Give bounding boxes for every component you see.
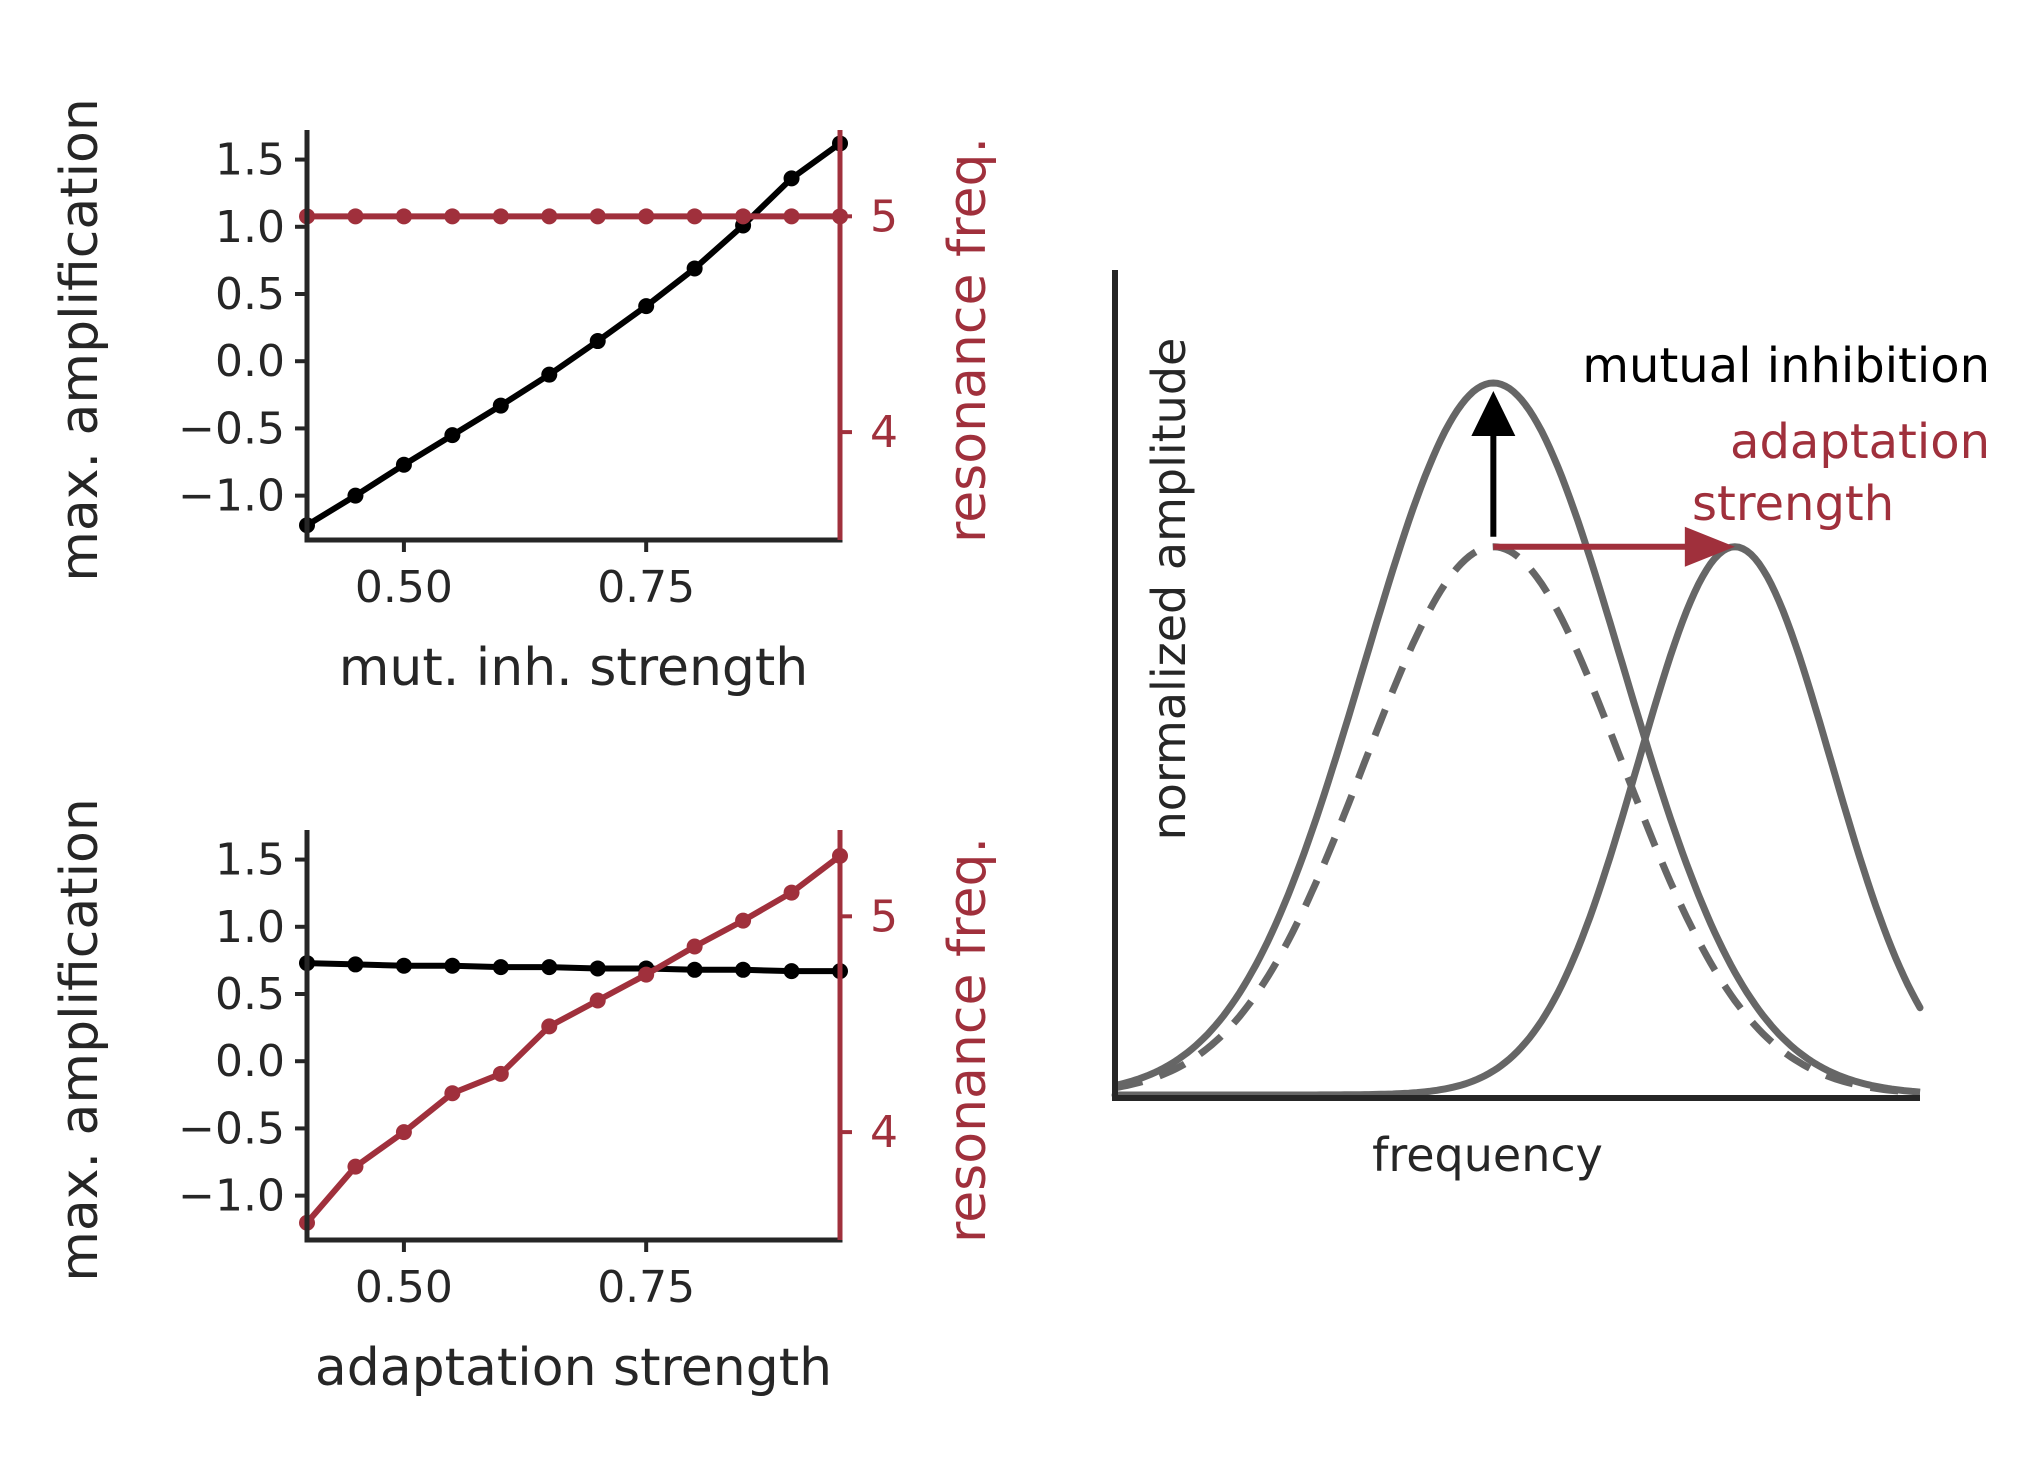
resonance-point xyxy=(735,208,752,225)
y-tick-label: 0.5 xyxy=(215,269,285,320)
resonance-point xyxy=(541,1018,558,1035)
y-tick-label: 0.5 xyxy=(215,969,285,1020)
resonance-point xyxy=(686,938,703,955)
amplification-point xyxy=(589,960,606,977)
x-ticks: 0.50 0.75 xyxy=(355,540,695,613)
y-tick-label: −1.0 xyxy=(178,471,285,522)
resonance-point xyxy=(444,1085,461,1102)
resonance-point xyxy=(735,912,752,929)
amplification-point xyxy=(347,487,364,504)
shifted-curve xyxy=(1111,543,1924,1099)
resonance-point xyxy=(638,966,655,983)
right-y-ticks: 54 xyxy=(840,191,898,458)
resonance-point xyxy=(395,208,412,225)
x-tick-label: 0.50 xyxy=(355,1262,453,1313)
resonance-point xyxy=(783,208,800,225)
amplification-point xyxy=(541,959,558,976)
resonance-point xyxy=(686,208,703,225)
resonance-point xyxy=(492,208,509,225)
right-y-axis-label: resonance freq. xyxy=(938,837,998,1243)
amplification-series-line xyxy=(305,141,842,528)
resonance-point xyxy=(638,208,655,225)
adaptation-annotation-line2: strength xyxy=(1692,476,1894,532)
left-y-ticks: 1.5 1.0 0.5 0.0 −0.5 −1.0 xyxy=(178,835,307,1222)
adaptation-arrow-head xyxy=(1684,526,1735,567)
amplification-point xyxy=(492,959,509,976)
x-tick-label: 0.50 xyxy=(355,562,453,613)
x-axis-label: frequency xyxy=(1372,1128,1603,1182)
amplification-point xyxy=(541,366,558,383)
y-tick-label: −1.0 xyxy=(178,1171,285,1222)
amplification-point xyxy=(686,260,703,277)
y-tick-label: −0.5 xyxy=(178,1103,285,1154)
resonance-point xyxy=(589,208,606,225)
panel-mutual-inhibition: 1.51.00.50.0−0.5−1.0 54 0.50 0.75 mut. in… xyxy=(50,98,998,698)
right-y-axis-label: resonance freq. xyxy=(938,137,998,543)
right-y-tick-label: 4 xyxy=(870,1107,898,1158)
mutual-inhibition-arrow-head xyxy=(1471,391,1516,436)
x-axis-label: mut. inh. strength xyxy=(339,638,809,698)
amplification-point xyxy=(492,397,509,414)
y-tick-label: 1.5 xyxy=(215,835,285,886)
y-tick-label: −0.5 xyxy=(178,403,285,454)
resonance-point xyxy=(444,208,461,225)
adaptation-annotation-line1: adaptation xyxy=(1730,414,1990,470)
amplification-point xyxy=(783,963,800,980)
x-tick-label: 0.75 xyxy=(597,562,695,613)
resonance-point xyxy=(395,1124,412,1141)
resonance-point xyxy=(589,992,606,1009)
amplification-point xyxy=(638,298,655,315)
y-tick-label: 1.0 xyxy=(215,202,285,253)
amplification-point xyxy=(783,170,800,187)
resonance-point xyxy=(783,884,800,901)
left-y-ticks: 1.5 1.0 0.5 0.0 −0.5 −1.0 xyxy=(178,135,307,522)
amplification-point xyxy=(395,456,412,473)
resonance-point xyxy=(492,1065,509,1082)
right-y-tick-label: 5 xyxy=(870,891,898,942)
amplification-point xyxy=(347,956,364,973)
resonance-point xyxy=(347,1158,364,1175)
left-series-marks xyxy=(299,955,848,980)
left-series-marks xyxy=(299,135,848,534)
resonance-series-line xyxy=(304,853,842,1225)
baseline-dashed-curve xyxy=(1114,543,1921,1097)
amplification-series-line xyxy=(306,960,840,975)
y-tick-label: 0.0 xyxy=(215,1036,285,1087)
amplification-point xyxy=(444,957,461,974)
y-tick-label: 1.5 xyxy=(215,135,285,186)
right-y-tick-label: 4 xyxy=(870,407,898,458)
y-axis-label: max. amplification xyxy=(50,98,110,582)
right-series-marks xyxy=(299,208,848,225)
panel-adaptation: 1.51.00.50.0−0.5−1.0 54 0.50 0.75 adaptat… xyxy=(50,798,998,1398)
y-axis-label: normalized amplitude xyxy=(1142,338,1196,841)
y-tick-label: 0.0 xyxy=(215,336,285,387)
right-y-tick-label: 5 xyxy=(870,191,898,242)
amplification-point xyxy=(444,427,461,444)
panel-schematic: frequency normalized amplitude mutual in… xyxy=(1111,270,1990,1182)
amplification-point xyxy=(686,961,703,978)
x-tick-label: 0.75 xyxy=(597,1262,695,1313)
x-ticks: 0.50 0.75 xyxy=(355,1240,695,1313)
y-axis-label: max. amplification xyxy=(50,798,110,1282)
resonance-point xyxy=(347,208,364,225)
resonance-point xyxy=(541,208,558,225)
amplification-point xyxy=(395,957,412,974)
y-tick-label: 1.0 xyxy=(215,902,285,953)
right-series-marks xyxy=(299,847,848,1231)
amplification-point xyxy=(735,961,752,978)
amplification-point xyxy=(589,333,606,350)
x-axis-label: adaptation strength xyxy=(315,1338,832,1398)
amplified-curve xyxy=(1114,379,1921,1096)
mutual-inhibition-annotation: mutual inhibition xyxy=(1582,338,1990,394)
right-y-ticks: 54 xyxy=(840,891,898,1158)
